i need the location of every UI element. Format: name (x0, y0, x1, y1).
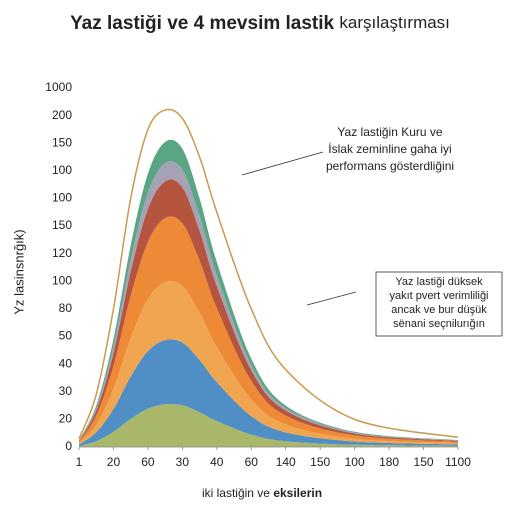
y-tick-label: 150 (52, 218, 72, 232)
y-tick-label: 200 (52, 108, 72, 122)
y-tick-label: 0 (65, 439, 72, 453)
x-tick-label: 20 (107, 455, 121, 469)
x-tick-label: 180 (379, 455, 399, 469)
outline-line (78, 108, 459, 439)
annotation-box (375, 271, 503, 337)
y-axis-label: Yz lasinsnrğık) (11, 229, 26, 314)
x-tick-label: 1 (76, 455, 83, 469)
x-tick-label: 1100 (445, 455, 471, 469)
y-tick-label: 120 (52, 246, 72, 260)
area-segment (79, 216, 458, 444)
area-segment (79, 403, 458, 447)
annotation-text: yakıt pvert verimliliği (389, 290, 488, 302)
x-axis-label: iki lastiğin ve eksilerin (202, 486, 322, 500)
x-label-bold: eksilerin (273, 486, 322, 500)
x-tick-label: 100 (345, 455, 365, 469)
area-segment (79, 339, 458, 446)
y-tick-label: 50 (59, 329, 73, 343)
x-tick-label: 150 (414, 455, 434, 469)
x-tick-label: 40 (210, 455, 224, 469)
y-tick-label: 1000 (45, 80, 72, 94)
y-tick-label: 40 (59, 356, 73, 370)
annotation-text: Yaz lastiği düksek (395, 276, 483, 288)
annotation-text: sënani seçnilurığın (393, 318, 485, 330)
area-segment (79, 281, 458, 445)
title-rest: karşılaştırması (339, 13, 450, 32)
annotation-text: performans gösterdliğini (326, 159, 454, 173)
x-tick-label: 60 (245, 455, 259, 469)
y-tick-label: 20 (59, 412, 73, 426)
annotation-pointer (306, 291, 357, 306)
chart-title: Yaz lastiği ve 4 mevsim lastik karşılaşt… (70, 13, 450, 34)
annotation-pointer (241, 151, 324, 176)
y-tick-label: 100 (52, 191, 72, 205)
y-tick-label: 100 (52, 273, 72, 287)
x-label-main: iki lastiğin ve (202, 486, 270, 500)
x-tick-label: 140 (276, 455, 296, 469)
x-tick-label: 150 (310, 455, 330, 469)
y-tick-label: 100 (52, 163, 72, 177)
x-tick-label: 30 (176, 455, 190, 469)
y-tick-label: 80 (59, 301, 73, 315)
y-tick-label: 150 (52, 135, 72, 149)
x-tick-label: 60 (141, 455, 155, 469)
title-main: Yaz lastiği ve 4 mevsim lastik (70, 13, 334, 34)
annotation-text: ancak ve bur düşük (391, 304, 487, 316)
annotation-text: İslak zeminline gaha iyi (328, 142, 451, 156)
annotation-text: Yaz lastiğin Kuru ve (337, 125, 442, 139)
y-tick-label: 30 (59, 384, 73, 398)
